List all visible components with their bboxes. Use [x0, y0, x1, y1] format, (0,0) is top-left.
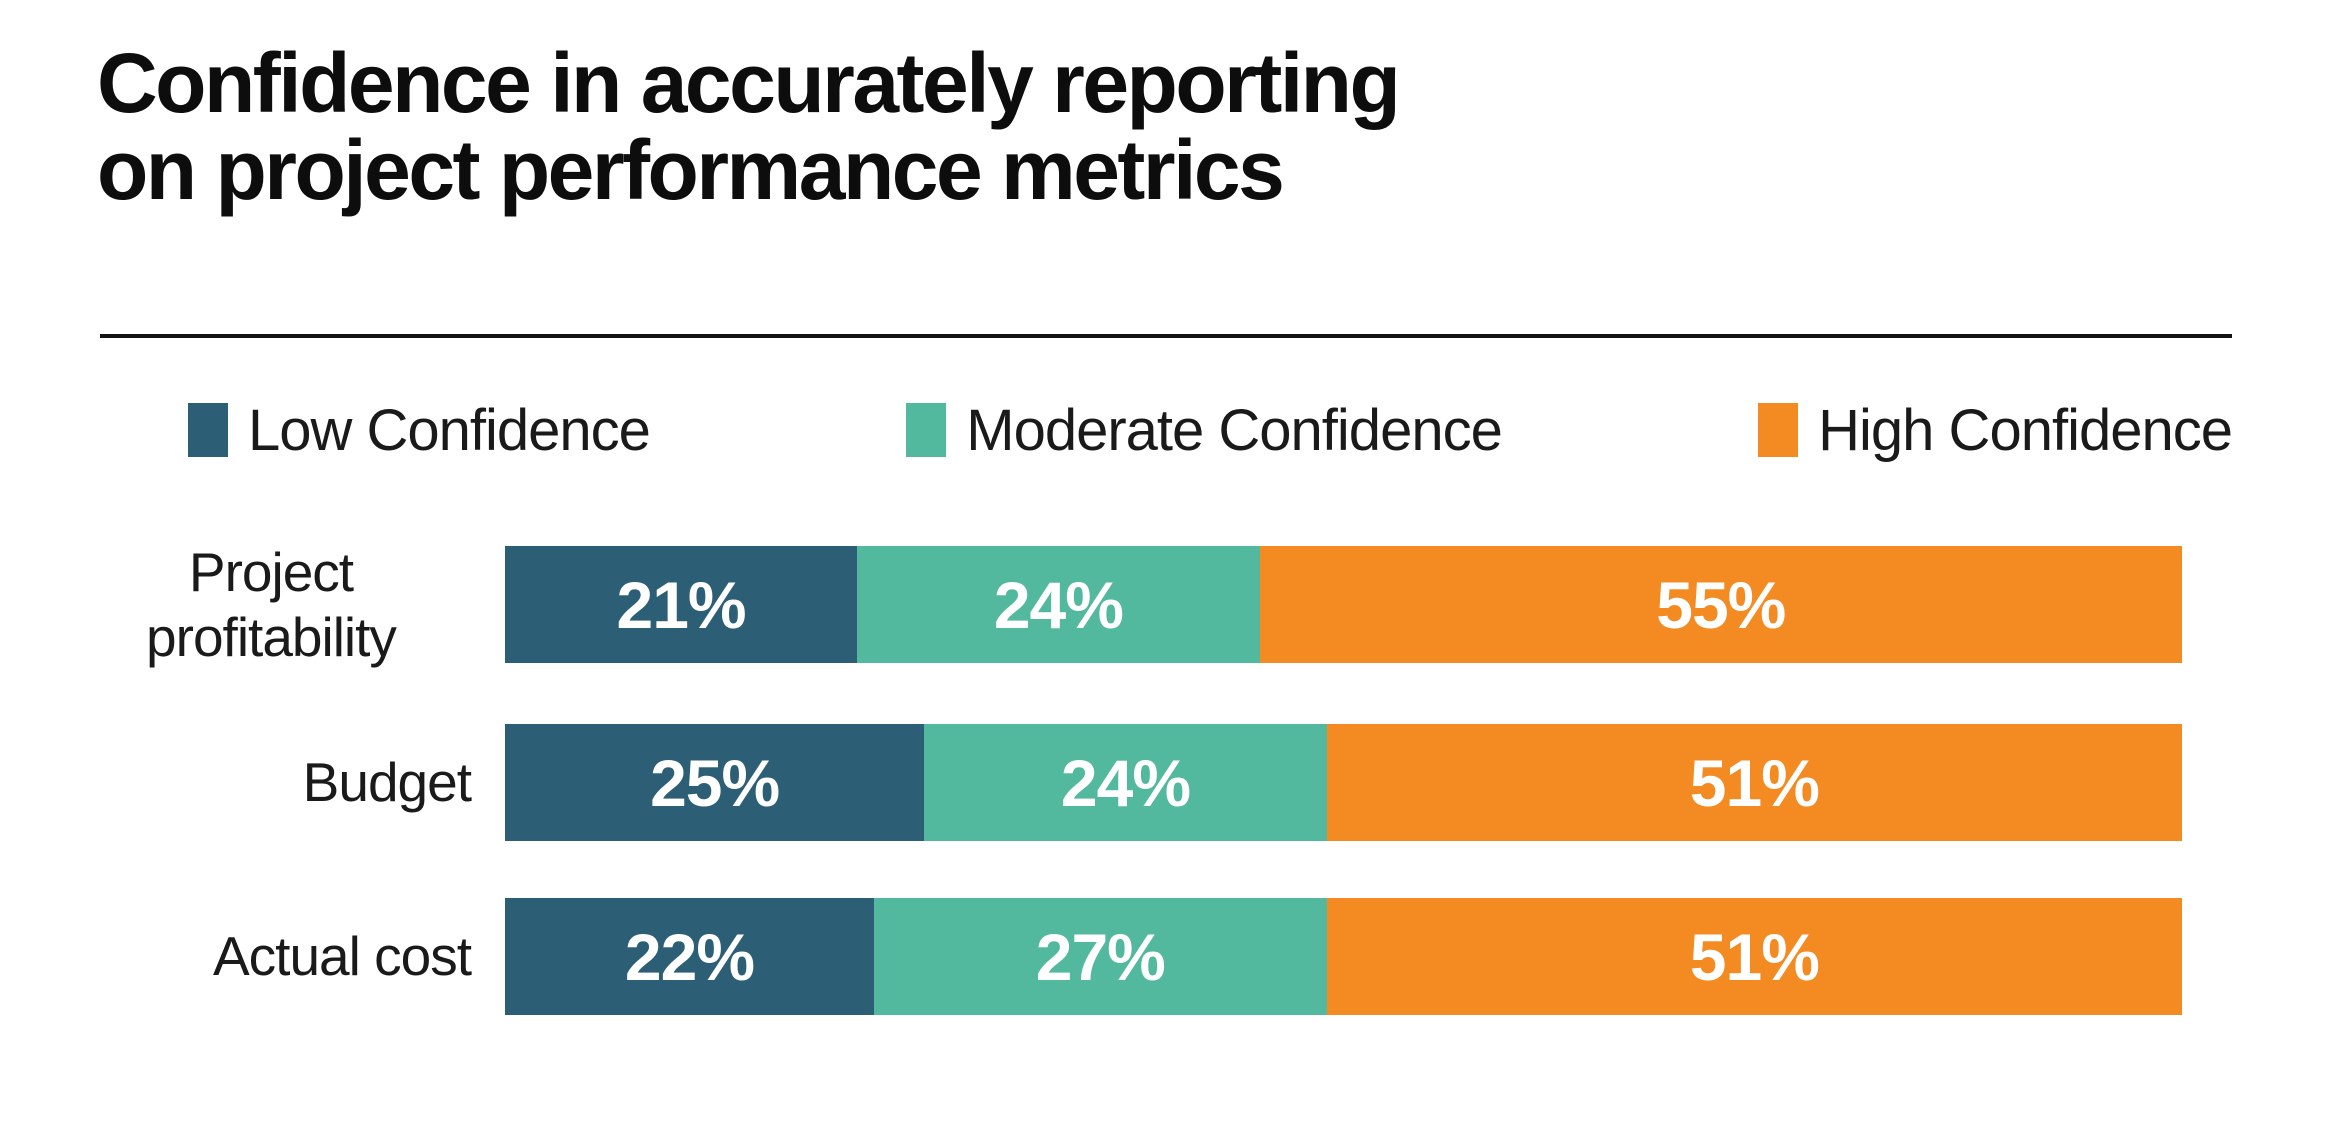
legend-swatch-icon — [1758, 403, 1799, 457]
legend-swatch-icon — [188, 403, 228, 457]
bar-segment: 27% — [873, 898, 1327, 1015]
bar-track: 25% 24% 51% — [505, 724, 2182, 841]
bar-track: 22% 27% 51% — [505, 898, 2182, 1015]
category-label: Actual cost — [212, 925, 472, 988]
segment-value-label: 55% — [1656, 567, 1786, 642]
legend-label: Moderate Confidence — [966, 397, 1503, 463]
chart-title-line-1: Confidence in accurately reporting — [97, 36, 1401, 130]
legend-swatch-icon — [906, 403, 947, 457]
segment-value-label: 27% — [1035, 919, 1166, 994]
bar-row: Project profitability 21% 24% 55% — [0, 541, 2329, 668]
legend-item: Moderate Confidence — [906, 397, 1503, 464]
bar-segment: 22% — [505, 898, 874, 1015]
segment-value-label: 22% — [624, 919, 755, 994]
legend-item: High Confidence — [1758, 397, 2233, 464]
chart-title-line-2: on project performance metrics — [97, 123, 1285, 218]
bar-segment: 55% — [1259, 546, 2182, 663]
category-label: Budget — [302, 751, 472, 814]
bar-segment: 21% — [505, 546, 858, 663]
bar-segment: 51% — [1326, 898, 2182, 1015]
category-label: Project profitability — [146, 540, 397, 668]
bar-segment: 24% — [857, 546, 1260, 663]
segment-value-label: 24% — [993, 567, 1124, 642]
bar-row: Budget 25% 24% 51% — [0, 724, 2329, 841]
segment-value-label: 51% — [1689, 745, 1820, 820]
bar-segment: 25% — [505, 724, 925, 841]
bar-segment: 51% — [1326, 724, 2182, 841]
segment-value-label: 51% — [1689, 919, 1820, 994]
bar-track: 21% 24% 55% — [505, 546, 2182, 663]
title-divider — [100, 334, 2232, 338]
bar-row: Actual cost 22% 27% 51% — [0, 898, 2329, 1015]
legend: Low Confidence Moderate Confidence High Co… — [188, 397, 2233, 464]
chart-title: Confidence in accurately reporting on pr… — [97, 36, 1401, 218]
legend-item: Low Confidence — [188, 397, 651, 464]
legend-label: Low Confidence — [248, 397, 651, 463]
segment-value-label: 21% — [616, 567, 747, 642]
segment-value-label: 25% — [650, 745, 780, 820]
segment-value-label: 24% — [1060, 745, 1191, 820]
legend-label: High Confidence — [1818, 397, 2233, 463]
bar-segment: 24% — [924, 724, 1327, 841]
